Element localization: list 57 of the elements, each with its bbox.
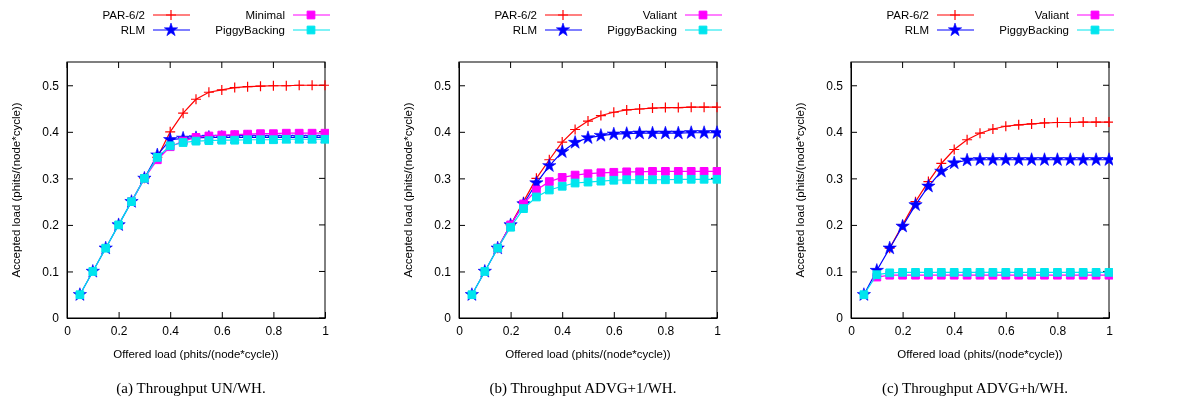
legend-label: Minimal bbox=[245, 9, 285, 21]
legend-label: RLM bbox=[512, 24, 537, 36]
x-tick-label: 0 bbox=[456, 323, 464, 338]
x-tick-label: 1 bbox=[322, 323, 330, 338]
y-tick-label: 0.5 bbox=[42, 78, 60, 93]
y-axis-title: Accepted load (phits/(node*cycle)) bbox=[402, 102, 414, 278]
legend-label: Valiant bbox=[1034, 9, 1070, 21]
x-tick-label: 0.4 bbox=[162, 323, 180, 338]
legend-label: PAR-6/2 bbox=[886, 9, 929, 21]
legend-label: PiggyBacking bbox=[999, 24, 1069, 36]
x-tick-label: 0.2 bbox=[894, 323, 912, 338]
x-axis-title: Offered load (phits/(node*cycle)) bbox=[113, 348, 279, 360]
x-tick-label: 0.8 bbox=[657, 323, 675, 338]
legend-label: PAR-6/2 bbox=[102, 9, 145, 21]
y-tick-label: 0 bbox=[836, 311, 844, 326]
y-tick-label: 0.5 bbox=[434, 78, 452, 93]
y-tick-label: 0 bbox=[444, 311, 452, 326]
legend-label: RLM bbox=[904, 24, 929, 36]
x-tick-label: 1 bbox=[714, 323, 722, 338]
x-tick-label: 0.6 bbox=[213, 323, 231, 338]
x-tick-label: 0 bbox=[64, 323, 72, 338]
x-tick-label: 0.6 bbox=[605, 323, 623, 338]
y-tick-label: 0.5 bbox=[826, 78, 844, 93]
y-tick-label: 0 bbox=[52, 311, 60, 326]
x-axis-title: Offered load (phits/(node*cycle)) bbox=[897, 348, 1063, 360]
y-tick-label: 0.4 bbox=[42, 125, 60, 140]
legend-label: PiggyBacking bbox=[215, 24, 285, 36]
y-tick-label: 0.1 bbox=[434, 264, 452, 279]
y-tick-label: 0.3 bbox=[826, 171, 844, 186]
legend-label: RLM bbox=[120, 24, 145, 36]
y-tick-label: 0.4 bbox=[826, 125, 844, 140]
y-axis-title: Accepted load (phits/(node*cycle)) bbox=[10, 102, 22, 278]
x-tick-label: 0.2 bbox=[110, 323, 128, 338]
legend-label: PAR-6/2 bbox=[494, 9, 537, 21]
y-tick-label: 0.3 bbox=[42, 171, 60, 186]
x-tick-label: 0.6 bbox=[997, 323, 1015, 338]
y-tick-label: 0.4 bbox=[434, 125, 452, 140]
x-tick-label: 0.8 bbox=[1049, 323, 1067, 338]
x-tick-label: 0.8 bbox=[265, 323, 283, 338]
x-tick-label: 0.2 bbox=[502, 323, 520, 338]
x-tick-label: 1 bbox=[1106, 323, 1114, 338]
y-tick-label: 0.2 bbox=[826, 218, 844, 233]
text: (a) Throughput UN/WH. bbox=[116, 380, 266, 397]
y-tick-label: 0.3 bbox=[434, 171, 452, 186]
legend-label: Valiant bbox=[642, 9, 678, 21]
x-tick-label: 0.4 bbox=[946, 323, 964, 338]
text: (b) Throughput ADVG+1/WH. bbox=[489, 380, 677, 397]
x-axis-title: Offered load (phits/(node*cycle)) bbox=[505, 348, 671, 360]
text: (c) Throughput ADVG+h/WH. bbox=[881, 380, 1069, 397]
y-tick-label: 0.2 bbox=[42, 218, 60, 233]
x-tick-label: 0 bbox=[848, 323, 856, 338]
y-tick-label: 0.1 bbox=[42, 264, 60, 279]
y-axis-title: Accepted load (phits/(node*cycle)) bbox=[794, 102, 806, 278]
legend-label: PiggyBacking bbox=[607, 24, 677, 36]
y-tick-label: 0.1 bbox=[826, 264, 844, 279]
y-tick-label: 0.2 bbox=[434, 218, 452, 233]
x-tick-label: 0.4 bbox=[554, 323, 572, 338]
